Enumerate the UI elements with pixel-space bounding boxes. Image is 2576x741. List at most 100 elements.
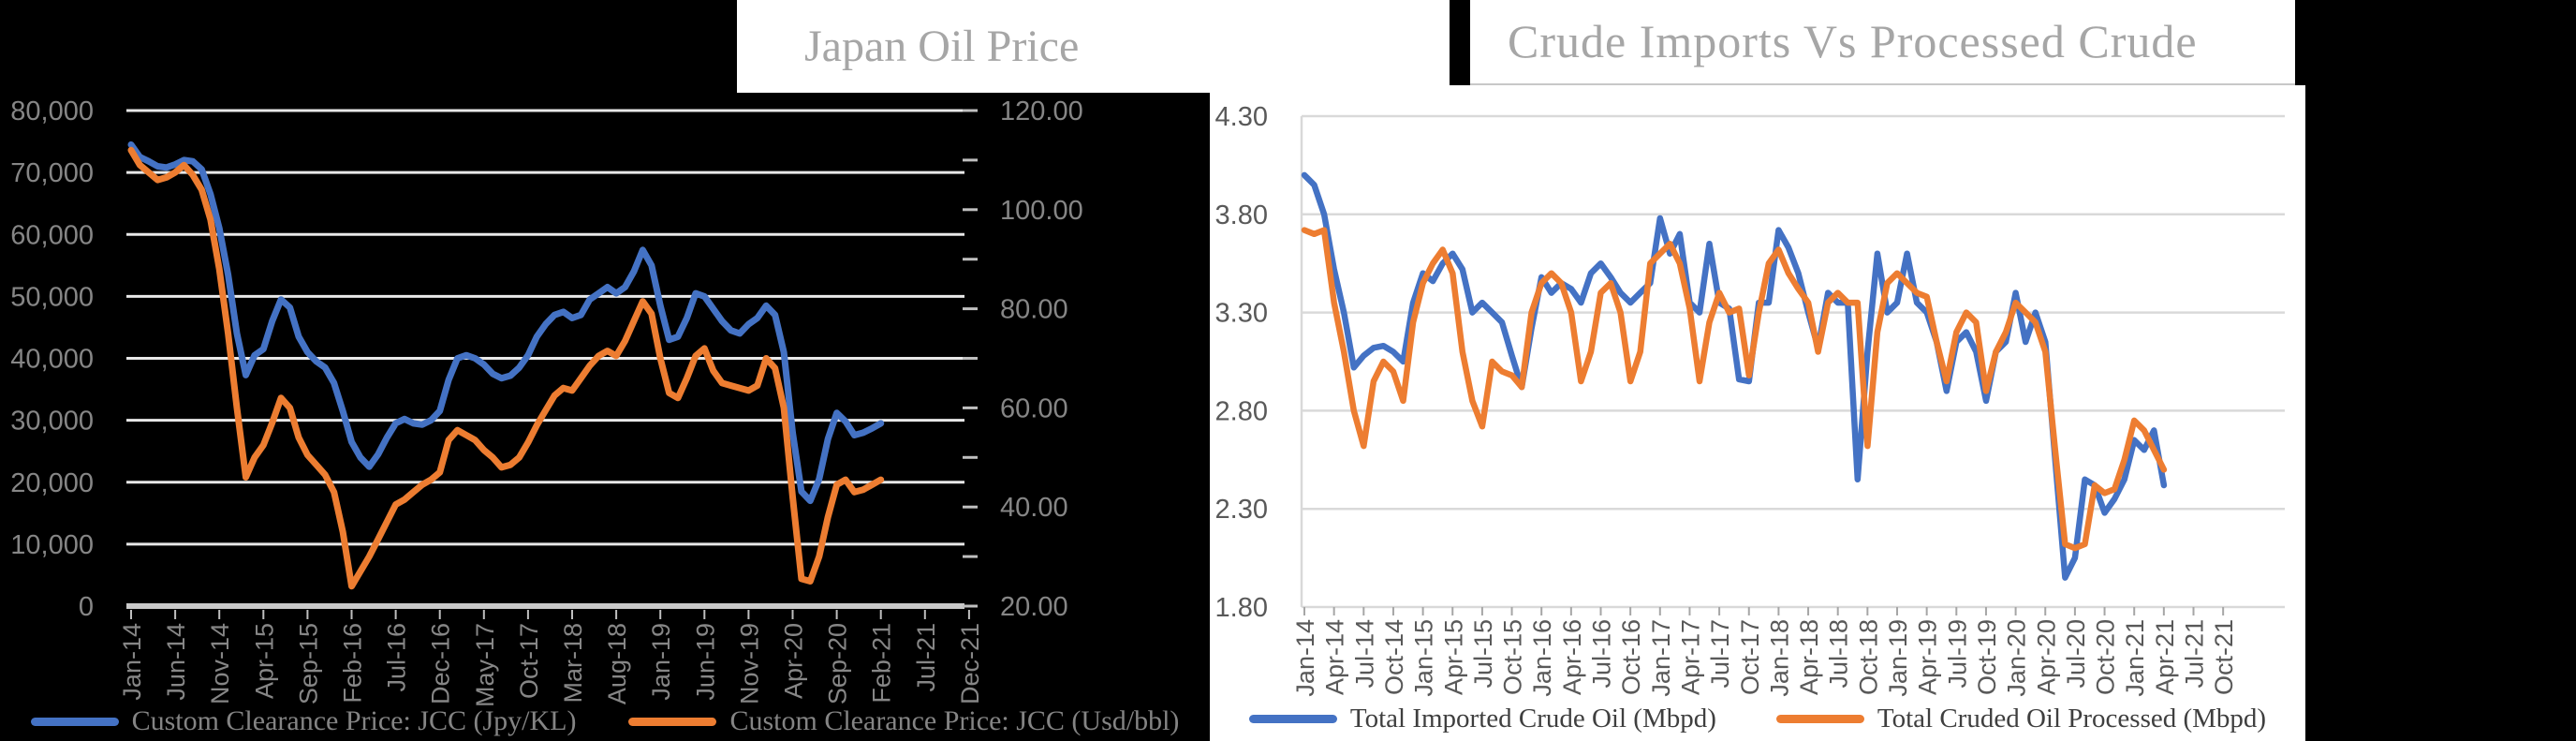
x-tick-label: Jan-21 [2121, 619, 2149, 697]
x-tick-label: Apr-19 [1914, 619, 1942, 695]
legend-label: Custom Clearance Price: JCC (Usd/bbl) [729, 705, 1180, 736]
x-tick-label: Jul-18 [1825, 619, 1853, 689]
x-tick-label: Feb-16 [339, 623, 367, 704]
y-tick-label: 4.30 [1215, 102, 1268, 132]
chart2-title: Crude Imports Vs Processed Crude [1508, 15, 2198, 67]
x-tick-label: Apr-15 [250, 623, 278, 699]
chart2-title-box: Crude Imports Vs Processed Crude [1470, 0, 2295, 85]
x-tick-label: Jul-21 [2181, 619, 2209, 689]
y-tick-label: 3.80 [1215, 200, 1268, 230]
x-tick-label: Apr-18 [1795, 619, 1823, 695]
x-tick-label: Oct-17 [515, 623, 543, 699]
x-tick-label: Jul-16 [383, 623, 411, 692]
x-tick-label: Jan-19 [1884, 619, 1912, 697]
legend-label: Total Cruded Oil Processed (Mbpd) [1877, 703, 2267, 734]
x-tick-label: Mar-18 [559, 623, 587, 704]
y-left-tick-label: 20,000 [10, 468, 94, 498]
x-tick-label: Jan-20 [2003, 619, 2031, 697]
x-tick-label: Jan-14 [118, 623, 146, 701]
y-left-tick-label: 0 [79, 592, 94, 622]
x-tick-label: Oct-16 [1617, 619, 1645, 695]
y-right-tick-label: 80.00 [1000, 295, 1068, 325]
chart1-title-box: Japan Oil Price [737, 0, 1450, 93]
x-tick-label: Aug-18 [603, 623, 631, 704]
series-line [127, 146, 885, 590]
x-tick-label: Jul-17 [1706, 619, 1734, 689]
x-tick-label: May-17 [471, 623, 499, 707]
x-tick-label: Jul-21 [912, 623, 940, 692]
x-tick-label: Jan-14 [1291, 619, 1319, 697]
y-tick-label: 2.30 [1215, 495, 1268, 525]
x-tick-label: Nov-14 [206, 623, 234, 704]
y-right-tick-label: 120.00 [1000, 96, 1083, 126]
legend-item: Custom Clearance Price: JCC (Jpy/KL) [30, 705, 577, 737]
y-right-tick-label: 40.00 [1000, 493, 1068, 523]
x-tick-label: Dec-21 [956, 623, 984, 704]
x-tick-label: Dec-16 [427, 623, 455, 704]
crude-imports-chart: 4.30 3.80 3.30 2.80 2.30 1.80 Jan-14 Apr-14 Jul-… [1210, 85, 2305, 741]
legend-item: Total Imported Crude Oil (Mbpd) [1248, 703, 1716, 734]
legend-line-swatch [628, 717, 717, 726]
x-tick-label: Oct-18 [1854, 619, 1882, 695]
japan-oil-price-chart-svg: 80,000 70,000 60,000 50,000 40,000 30,000 20,0… [10, 96, 1083, 707]
x-tick-label: Apr-16 [1558, 619, 1586, 695]
y-left-tick-label: 80,000 [10, 96, 94, 126]
y-left-tick-label: 50,000 [10, 282, 94, 312]
series-line [1301, 171, 2168, 581]
chart1-title: Japan Oil Price [804, 22, 1080, 71]
x-tick-label: Apr-15 [1439, 619, 1467, 695]
legend-line-swatch [1248, 714, 1337, 723]
x-tick-label: Apr-17 [1676, 619, 1704, 695]
x-tick-label: Feb-21 [868, 623, 896, 704]
y-left-tick-label: 30,000 [10, 407, 94, 437]
x-tick-label: Oct-15 [1499, 619, 1527, 695]
x-tick-label: Jun-19 [691, 623, 719, 701]
y-left-tick-label: 10,000 [10, 530, 94, 560]
y-right-tick-label: 20.00 [1000, 592, 1068, 622]
y-tick-label: 3.30 [1215, 299, 1268, 329]
legend-label: Custom Clearance Price: JCC (Jpy/KL) [131, 705, 577, 736]
x-tick-label: Jan-19 [647, 623, 675, 701]
y-left-tick-label: 70,000 [10, 158, 94, 188]
x-tick-label: Jan-17 [1647, 619, 1675, 697]
x-tick-label: Apr-21 [2151, 619, 2179, 695]
series-line [127, 141, 885, 505]
x-tick-label: Sep-20 [824, 623, 852, 704]
legend-line-swatch [1775, 714, 1864, 723]
x-tick-label: Jul-16 [1588, 619, 1616, 689]
x-tick-label: Jan-15 [1410, 619, 1438, 697]
japan-oil-price-chart: 80,000 70,000 60,000 50,000 40,000 30,000 20,0… [0, 0, 1210, 741]
legend-line-swatch [30, 717, 119, 726]
legend-item: Custom Clearance Price: JCC (Usd/bbl) [628, 705, 1179, 737]
x-tick-label: Apr-20 [2032, 619, 2060, 695]
x-tick-label: Oct-21 [2210, 619, 2238, 695]
legend-label: Total Imported Crude Oil (Mbpd) [1349, 703, 1716, 734]
x-tick-label: Jan-18 [1765, 619, 1793, 697]
x-tick-label: Oct-20 [2092, 619, 2120, 695]
x-tick-label: Jun-14 [162, 623, 190, 701]
x-tick-label: Apr-20 [780, 623, 808, 699]
y-right-tick-label: 60.00 [1000, 393, 1068, 423]
x-tick-label: Jul-20 [2062, 619, 2090, 689]
x-tick-label: Sep-15 [294, 623, 322, 704]
y-left-tick-label: 40,000 [10, 345, 94, 375]
x-tick-label: Oct-17 [1736, 619, 1764, 695]
y-tick-label: 1.80 [1215, 593, 1268, 623]
x-tick-label: Jul-15 [1469, 619, 1497, 689]
x-tick-label: Jul-14 [1350, 619, 1378, 689]
x-tick-label: Jan-16 [1528, 619, 1556, 697]
y-right-tick-label: 100.00 [1000, 196, 1083, 226]
x-tick-label: Apr-14 [1321, 619, 1349, 695]
x-tick-label: Nov-19 [735, 623, 763, 704]
x-tick-label: Oct-14 [1380, 619, 1408, 695]
y-tick-label: 2.80 [1215, 396, 1268, 426]
y-left-tick-label: 60,000 [10, 220, 94, 250]
crude-imports-legend: Total Imported Crude Oil (Mbpd) Total Cru… [1210, 700, 2305, 737]
japan-oil-price-legend: Custom Clearance Price: JCC (Jpy/KL) Cust… [0, 703, 1210, 740]
series-line [1301, 227, 2168, 552]
legend-item: Total Cruded Oil Processed (Mbpd) [1775, 703, 2267, 734]
x-tick-label: Oct-19 [1973, 619, 2001, 695]
x-tick-label: Jul-19 [1943, 619, 1971, 689]
